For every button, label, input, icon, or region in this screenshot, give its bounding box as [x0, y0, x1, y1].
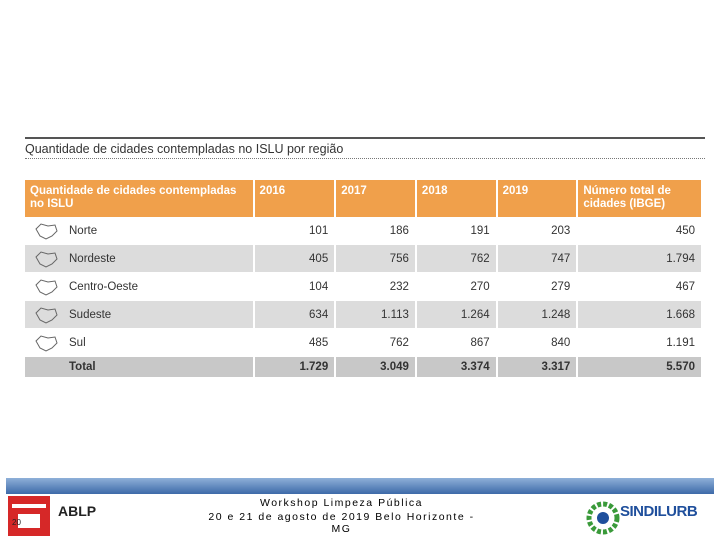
- header-cell: Número total de cidades (IBGE): [577, 180, 703, 217]
- total-cell: 5.570: [577, 356, 703, 378]
- table-row: Centro-Oeste 104 232 270 279 467: [25, 272, 703, 301]
- region-map-icon: [35, 251, 58, 268]
- value-cell: 1.113: [335, 300, 417, 329]
- value-cell: 279: [496, 272, 579, 301]
- region-map-icon: [35, 223, 58, 240]
- value-cell: 186: [335, 217, 417, 245]
- value-cell: 405: [253, 244, 337, 273]
- region-cell: Sudeste: [25, 300, 255, 329]
- value-cell: 485: [253, 328, 337, 357]
- sindilurb-logo: SINDILURB: [620, 503, 698, 520]
- header-row: Quantidade de cidades contempladas no IS…: [25, 180, 703, 217]
- ablp-logo: ABLP: [58, 503, 97, 519]
- value-cell: 1.794: [577, 244, 703, 273]
- total-cell: 1.729: [253, 356, 337, 378]
- table-row: Sul 485 762 867 840 1.191: [25, 328, 703, 357]
- header-cell: 2019: [496, 180, 579, 217]
- header-cell: 2016: [253, 180, 337, 217]
- total-cell: 3.317: [496, 356, 579, 378]
- ablp-logo-mark: [8, 496, 50, 536]
- value-cell: 747: [496, 244, 579, 273]
- total-row: Total 1.729 3.049 3.374 3.317 5.570: [25, 356, 703, 378]
- value-cell: 1.264: [415, 300, 498, 329]
- event-date: 20 e 21 de agosto de 2019 Belo Horizonte…: [208, 511, 475, 535]
- value-cell: 1.668: [577, 300, 703, 329]
- value-cell: 762: [335, 328, 417, 357]
- data-table: Quantidade de cidades contempladas no IS…: [25, 180, 703, 378]
- header-cell: Quantidade de cidades contempladas no IS…: [25, 180, 255, 217]
- value-cell: 840: [496, 328, 579, 357]
- region-cell: Centro-Oeste: [25, 272, 255, 301]
- table-title: Quantidade de cidades contempladas no IS…: [25, 142, 344, 156]
- header-cell: 2018: [415, 180, 498, 217]
- header-cell: 2017: [335, 180, 417, 217]
- dotted-rule: [25, 158, 705, 159]
- value-cell: 1.191: [577, 328, 703, 357]
- table-row: Norte 101 186 191 203 450: [25, 217, 703, 245]
- value-cell: 634: [253, 300, 337, 329]
- value-cell: 101: [253, 217, 337, 245]
- table-row: Nordeste 405 756 762 747 1.794: [25, 244, 703, 273]
- value-cell: 756: [335, 244, 417, 273]
- region-map-icon: [35, 307, 58, 324]
- value-cell: 867: [415, 328, 498, 357]
- total-cell: Total: [25, 356, 255, 378]
- region-cell: Nordeste: [25, 244, 255, 273]
- value-cell: 467: [577, 272, 703, 301]
- page-number: 20: [12, 518, 21, 527]
- value-cell: 762: [415, 244, 498, 273]
- value-cell: 270: [415, 272, 498, 301]
- region-map-icon: [35, 279, 58, 296]
- region-cell: Sul: [25, 328, 255, 357]
- value-cell: 232: [335, 272, 417, 301]
- value-cell: 1.248: [496, 300, 579, 329]
- sindilurb-logo-mark: [586, 501, 620, 535]
- value-cell: 104: [253, 272, 337, 301]
- total-cell: 3.049: [335, 356, 417, 378]
- rule: [25, 137, 705, 139]
- total-cell: 3.374: [415, 356, 498, 378]
- event-name: Workshop Limpeza Pública: [259, 497, 424, 509]
- value-cell: 203: [496, 217, 579, 245]
- value-cell: 191: [415, 217, 498, 245]
- table-body: Norte 101 186 191 203 450 Nordeste 405 756 762 747…: [25, 217, 703, 378]
- table-row: Sudeste 634 1.113 1.264 1.248 1.668: [25, 300, 703, 329]
- footer-bar: [6, 478, 714, 494]
- region-cell: Norte: [25, 217, 255, 245]
- region-map-icon: [35, 335, 58, 352]
- value-cell: 450: [577, 217, 703, 245]
